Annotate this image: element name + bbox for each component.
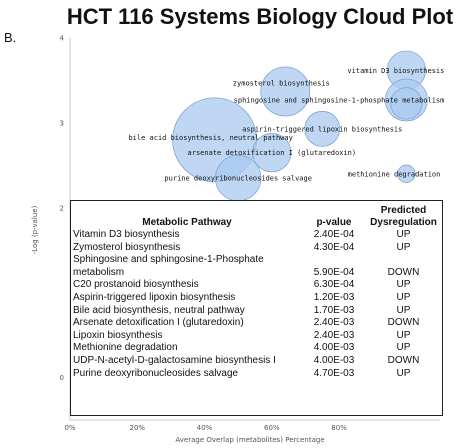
y-axis-label: -Log (p-value) (31, 205, 39, 254)
table-row: C20 prostanoid biosynthesis 6.30E-04 UP (71, 279, 442, 292)
table-row: Sphingosine and sphingosine-1-Phosphate m… (71, 254, 442, 279)
cell-pathway: Sphingosine and sphingosine-1-Phosphate m… (71, 254, 303, 279)
table-row: Bile acid biosynthesis, neutral pathway 1… (71, 305, 442, 318)
table-row: Vitamin D3 biosynthesis 2.40E-04 UP (71, 229, 442, 242)
cell-pathway: Zymosterol biosynthesis (71, 242, 303, 255)
bubble (260, 66, 311, 117)
cell-pvalue: 4.00E-03 (313, 354, 355, 366)
cell-dysregulation: UP (396, 241, 411, 253)
panel-label: B. (4, 30, 17, 45)
cell-pathway: Methionine degradation (71, 342, 303, 355)
table-row: Purine deoxyribonucleosides salvage 4.70E… (71, 368, 442, 381)
cell-pvalue: 1.70E-03 (313, 304, 355, 316)
x-ticks: 0% 20% 40% 60% 80% (64, 424, 347, 432)
table-row: Methionine degradation 4.00E-03 UP (71, 342, 442, 355)
bubble-labels: vitamin D3 biosynthesis zymosterol biosyn… (128, 67, 444, 183)
cell-pathway-text: Arsenate detoxification I (glutaredoxin) (73, 317, 244, 329)
x-tick-label: 80% (331, 424, 347, 432)
cell-pathway-text-line2: metabolism (73, 266, 125, 278)
pathway-table: Metabolic Pathway p-value Predicted Dysr… (71, 201, 442, 380)
y-ticks: 0 2 3 4 (60, 35, 65, 383)
chart-title: HCT 116 Systems Biology Cloud Plot (66, 4, 454, 29)
cell-pvalue: 2.40E-03 (313, 329, 355, 341)
x-tick-label: 0% (64, 424, 75, 432)
cell-pathway-text: Zymosterol biosynthesis (73, 241, 181, 253)
bubble-label: zymosterol biosynthesis (233, 79, 330, 87)
pathway-table-box: Metabolic Pathway p-value Predicted Dysr… (70, 200, 443, 416)
cell-pathway: Aspirin-triggered lipoxin biosynthesis (71, 292, 303, 305)
cell-dysregulation: UP (396, 279, 411, 291)
bubble-label: methionine degradation (348, 170, 441, 178)
cell-pathway-text: Lipoxin biosynthesis (73, 329, 163, 341)
table-row: UDP-N-acetyl-D-galactosamine biosynthesi… (71, 355, 442, 368)
cell-pathway-text: C20 prostanoid biosynthesis (73, 279, 199, 291)
cell-dysregulation: DOWN (387, 266, 420, 278)
cell-pathway: Bile acid biosynthesis, neutral pathway (71, 305, 303, 318)
cell-dysregulation: UP (396, 329, 411, 341)
cell-pathway: C20 prostanoid biosynthesis (71, 279, 303, 292)
cell-pathway-text: Methionine degradation (73, 342, 178, 354)
cell-pathway: Vitamin D3 biosynthesis (71, 229, 303, 242)
cell-pvalue: 2.40E-04 (313, 229, 355, 240)
table-row: Lipoxin biosynthesis 2.40E-03 UP (71, 330, 442, 343)
cell-dysregulation: DOWN (387, 317, 420, 329)
header-dysregulation: Predicted Dysregulation (365, 201, 442, 229)
header-dysregulation-line1: Predicted (380, 205, 427, 216)
cell-dysregulation: UP (396, 304, 411, 316)
bubble-label: bile acid biosynthesis, neutral pathway (128, 134, 292, 142)
x-axis-label: Average Overlap (metabolites) Percentage (175, 436, 324, 444)
table-body: Vitamin D3 biosynthesis 2.40E-04 UP Zymoste… (71, 229, 442, 380)
cell-pathway: Lipoxin biosynthesis (71, 330, 303, 343)
table-row: Arsenate detoxification I (glutaredoxin)… (71, 317, 442, 330)
cell-pvalue: 6.30E-04 (313, 279, 355, 291)
cell-pvalue: 1.20E-03 (313, 291, 355, 303)
cell-pvalue: 2.40E-03 (313, 317, 355, 329)
cell-pathway-text: Bile acid biosynthesis, neutral pathway (73, 304, 245, 316)
cell-dysregulation: UP (396, 229, 411, 240)
x-tick-label: 20% (129, 424, 145, 432)
x-tick-label: 60% (264, 424, 280, 432)
header-pvalue: p-value (316, 217, 352, 228)
cell-pathway: Arsenate detoxification I (glutaredoxin) (71, 317, 303, 330)
cell-pvalue: 4.00E-03 (313, 342, 355, 354)
table-row: Aspirin-triggered lipoxin biosynthesis 1.… (71, 292, 442, 305)
cell-pathway-text: Vitamin D3 biosynthesis (73, 229, 180, 240)
bubble-label: aspirin-triggered lipoxin biosynthesis (242, 125, 402, 133)
bubble (252, 132, 292, 173)
cell-pathway-text: Aspirin-triggered lipoxin biosynthesis (73, 291, 236, 303)
cell-dysregulation: UP (396, 367, 411, 379)
cell-pathway-text: Sphingosine and sphingosine-1-Phosphate (73, 254, 264, 266)
bubble (304, 110, 341, 147)
cell-pvalue: 4.70E-03 (313, 367, 355, 379)
x-tick-label: 40% (197, 424, 213, 432)
cell-dysregulation: UP (396, 291, 411, 303)
header-dysregulation-line2: Dysregulation (370, 217, 437, 228)
cell-pathway-text: UDP-N-acetyl-D-galactosamine biosynthesi… (73, 354, 276, 366)
cell-pathway: UDP-N-acetyl-D-galactosamine biosynthesi… (71, 355, 303, 368)
header-pathway: Metabolic Pathway (142, 217, 232, 228)
y-tick-label: 4 (60, 35, 65, 43)
bubble-label: arsenate detoxification I (glutaredoxin) (188, 149, 357, 157)
bubble-label: vitamin D3 biosynthesis (347, 67, 444, 75)
y-tick-label: 3 (60, 119, 64, 127)
bubble (397, 164, 416, 183)
table-row: Zymosterol biosynthesis 4.30E-04 UP (71, 242, 442, 255)
bubble-label: sphingosine and sphingosine-1-phosphate … (234, 96, 445, 104)
y-tick-label: 0 (60, 374, 64, 382)
cell-pathway-text: Purine deoxyribonucleosides salvage (73, 367, 239, 379)
cell-pvalue: 5.90E-04 (313, 266, 355, 278)
table-header-row: Metabolic Pathway p-value Predicted Dysr… (71, 201, 442, 229)
cell-pathway: Purine deoxyribonucleosides salvage (71, 368, 303, 381)
bubble-label: purine deoxyribonucleosides salvage (164, 175, 312, 183)
bubble (390, 87, 423, 120)
y-tick-label: 2 (60, 204, 64, 212)
cell-dysregulation: UP (396, 342, 411, 354)
cell-dysregulation: DOWN (387, 354, 420, 366)
bubbles (172, 50, 428, 202)
cell-pvalue: 4.30E-04 (313, 241, 355, 253)
